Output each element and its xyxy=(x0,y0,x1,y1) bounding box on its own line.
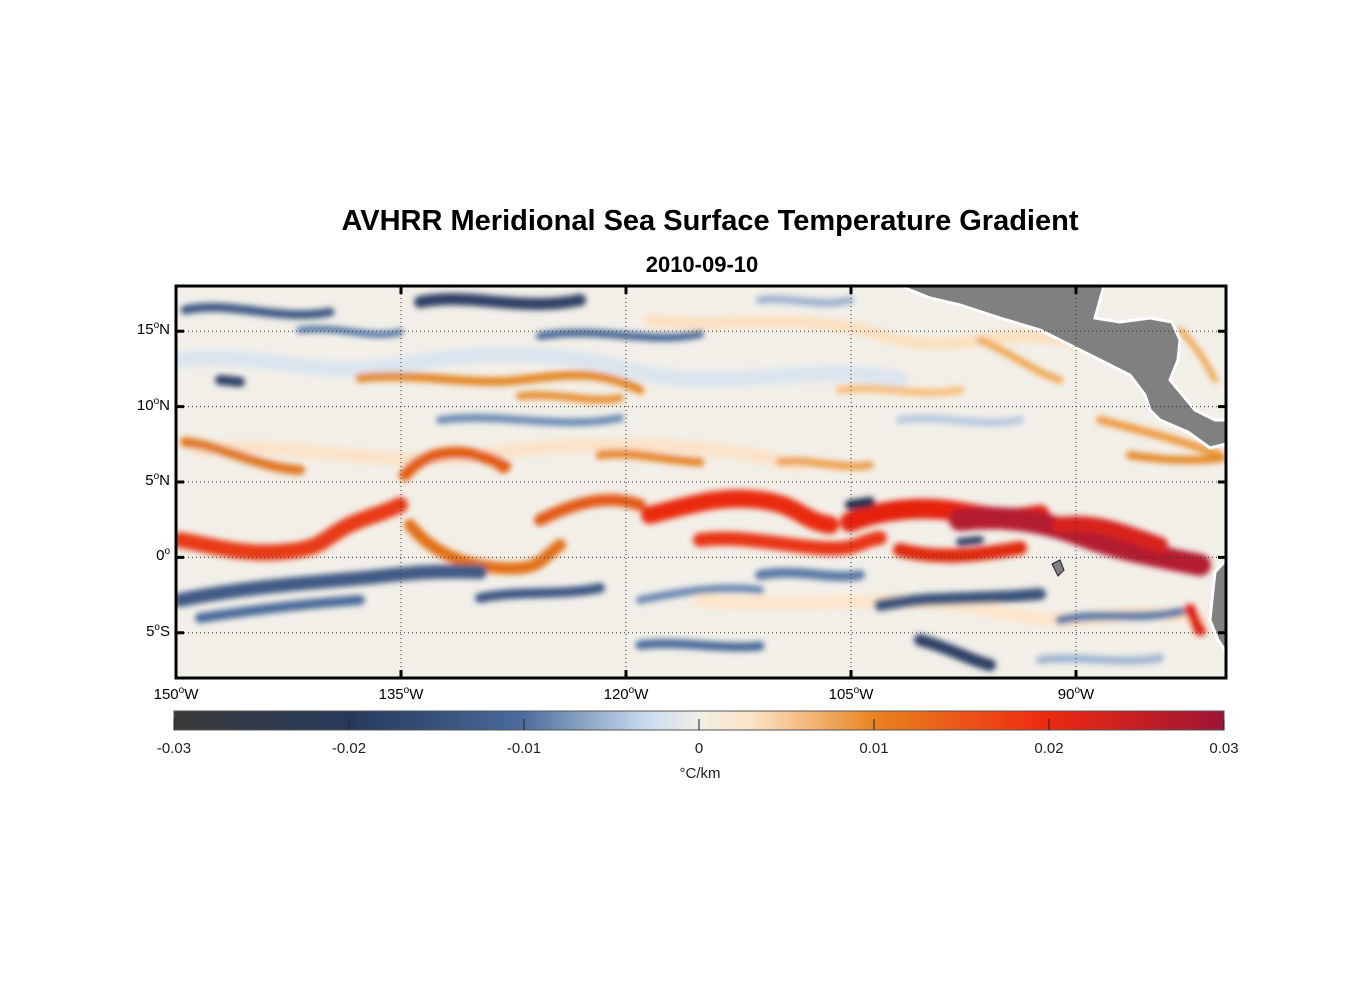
lon-label: 120oW xyxy=(603,685,649,703)
lon-label: 90oW xyxy=(1057,685,1095,703)
graticule xyxy=(176,286,1226,678)
lat-label: 5oS xyxy=(146,621,170,640)
lon-label: 135oW xyxy=(378,685,424,703)
lon-label: 150oW xyxy=(153,685,199,703)
colorbar-ticks xyxy=(173,719,1225,730)
lon-label: 105oW xyxy=(828,685,874,703)
colorbar-tick-label: 0 xyxy=(694,740,704,757)
lat-label: 5oN xyxy=(145,471,170,489)
gradient-field xyxy=(176,286,1226,678)
colorbar-unit: °C/km xyxy=(679,765,721,782)
colorbar-tick-label: 0.02 xyxy=(1034,740,1064,757)
colorbar-tick-label: -0.02 xyxy=(331,740,367,757)
lat-label: 15oN xyxy=(136,320,170,339)
colorbar-tick-label: 0.01 xyxy=(859,740,889,757)
map-title: AVHRR Meridional Sea Surface Temperature… xyxy=(341,205,1079,237)
colorbar-tick-label: 0.03 xyxy=(1209,740,1239,757)
tick-marks xyxy=(174,286,1226,678)
lat-label: 10oN xyxy=(136,395,170,414)
lat-label: 0o xyxy=(156,546,170,565)
galapagos-island xyxy=(1051,559,1065,577)
central-america-land xyxy=(899,286,1226,450)
colorbar-tick-label: -0.01 xyxy=(506,740,542,757)
colorbar-tick-label: -0.03 xyxy=(156,740,192,757)
map-subtitle: 2010-09-10 xyxy=(645,252,759,277)
south-america-land xyxy=(1208,557,1226,655)
